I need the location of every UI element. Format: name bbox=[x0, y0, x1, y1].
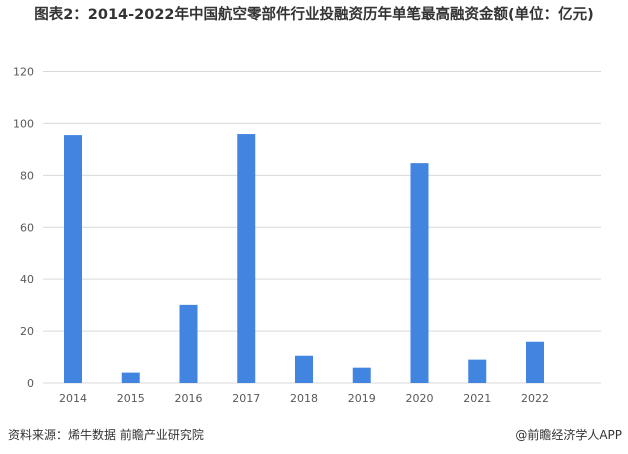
bar-2017 bbox=[237, 134, 256, 383]
x-tick-label: 2018 bbox=[290, 392, 318, 405]
x-tick-label: 2021 bbox=[463, 392, 491, 405]
y-tick-label: 100 bbox=[13, 117, 34, 130]
bar-2021 bbox=[468, 359, 487, 383]
credit-note: @前瞻经济学人APP bbox=[515, 428, 622, 442]
bar-2019 bbox=[352, 367, 371, 383]
y-tick-label: 0 bbox=[27, 377, 34, 390]
x-tick-label: 2019 bbox=[348, 392, 376, 405]
x-tick-label: 2016 bbox=[175, 392, 203, 405]
bar-2018 bbox=[295, 355, 313, 383]
y-tick-label: 40 bbox=[20, 273, 34, 286]
x-tick-label: 2020 bbox=[406, 392, 434, 405]
bar-2015 bbox=[121, 372, 140, 383]
x-tick-label: 2017 bbox=[232, 392, 260, 405]
x-tick-label: 2015 bbox=[117, 392, 145, 405]
y-tick-label: 120 bbox=[13, 66, 34, 79]
bar-2020 bbox=[410, 163, 429, 383]
bar-2016 bbox=[179, 304, 198, 383]
x-tick-label: 2022 bbox=[521, 392, 549, 405]
source-note: 资料来源：烯牛数据 前瞻产业研究院 bbox=[8, 428, 204, 442]
y-tick-label: 80 bbox=[20, 169, 34, 182]
x-tick-label: 2014 bbox=[59, 392, 87, 405]
bar-2022 bbox=[526, 341, 544, 383]
y-tick-label: 60 bbox=[20, 221, 34, 234]
y-tick-label: 20 bbox=[20, 325, 34, 338]
bar-2014 bbox=[64, 135, 82, 383]
chart-title: 图表2：2014-2022年中国航空零部件行业投融资历年单笔最高融资金额(单位：… bbox=[34, 7, 594, 23]
